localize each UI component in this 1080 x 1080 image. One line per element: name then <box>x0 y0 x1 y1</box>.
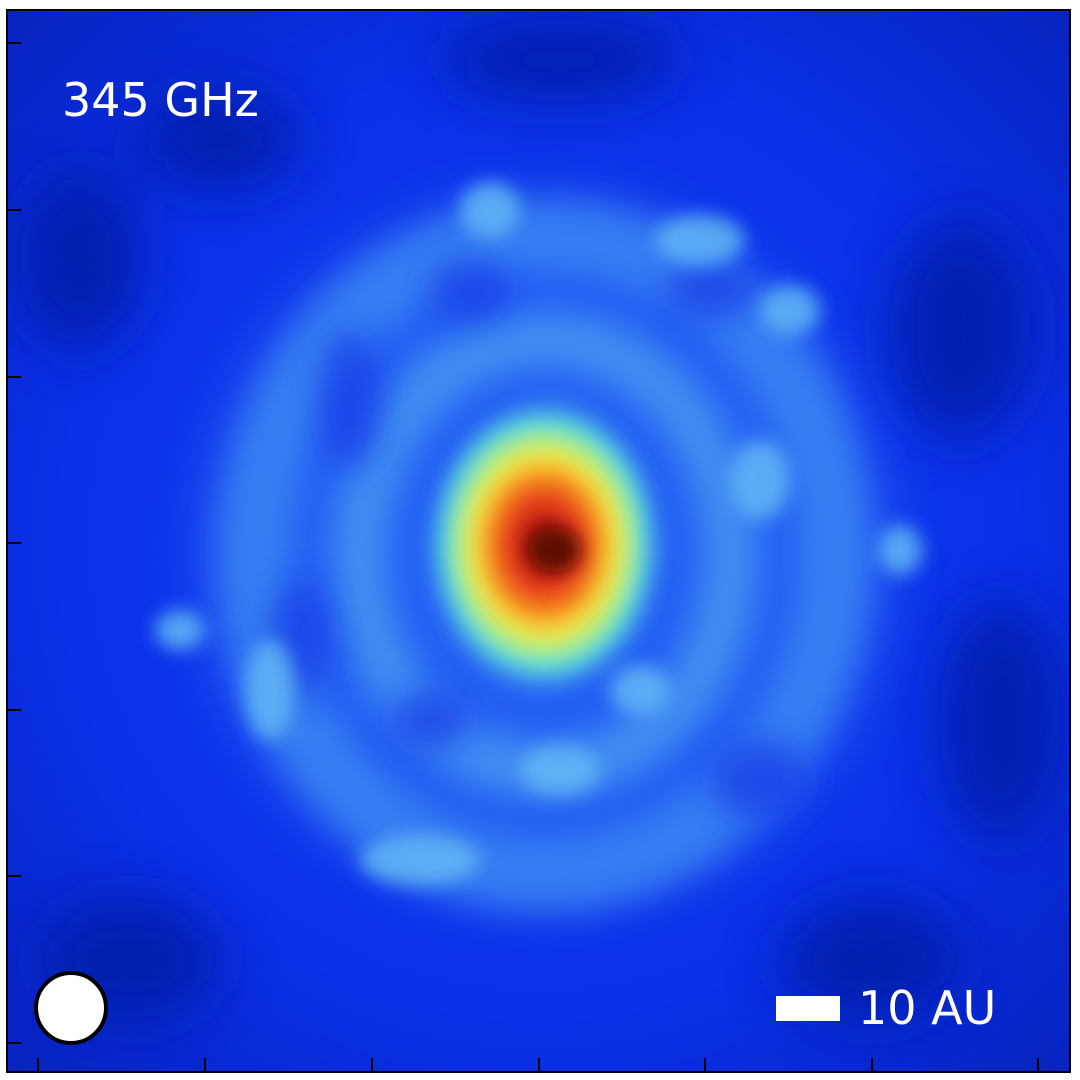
dark-regions <box>20 20 1060 1020</box>
central-core <box>422 395 666 696</box>
image-plot-area <box>7 10 1070 1072</box>
bright-clumps <box>155 182 922 885</box>
scale-bar: 10 AU <box>776 981 996 1035</box>
scale-bar-label: 10 AU <box>858 981 996 1035</box>
ring-gaps <box>270 260 810 820</box>
frequency-label: 345 GHz <box>62 73 259 127</box>
scale-bar-line <box>776 996 840 1021</box>
x-axis-ticks <box>37 1058 1039 1072</box>
beam-size-marker <box>34 971 108 1045</box>
y-axis-ticks <box>7 42 21 1044</box>
